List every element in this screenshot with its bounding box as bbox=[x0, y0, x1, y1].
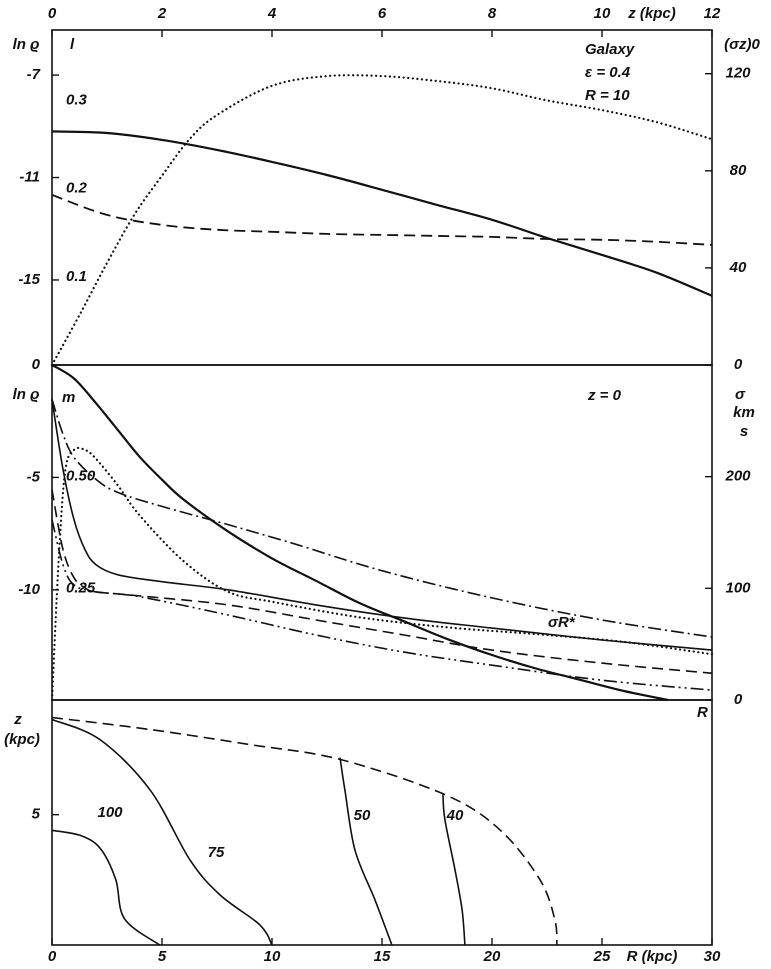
data-line bbox=[51, 398, 713, 638]
x-tick-label: 4 bbox=[267, 5, 277, 22]
line-label: 50 bbox=[354, 807, 371, 824]
data-line bbox=[51, 829, 161, 946]
data-line bbox=[50, 74, 714, 367]
y-axis-title: z bbox=[13, 711, 22, 728]
x-tick-label: 10 bbox=[264, 948, 281, 964]
line-label: 40 bbox=[446, 807, 464, 824]
annotation: Galaxy bbox=[585, 41, 635, 58]
x-tick-label: 25 bbox=[593, 948, 611, 964]
annotation: σR* bbox=[548, 614, 576, 631]
x-tick-label: 8 bbox=[488, 5, 497, 22]
data-line bbox=[51, 489, 713, 674]
y2-axis-title: (σz)0 bbox=[724, 36, 760, 53]
y-axis-unit: (kpc) bbox=[4, 731, 40, 748]
y2-tick-label: 0 bbox=[734, 356, 743, 373]
data-line bbox=[442, 794, 466, 946]
y2-tick-label: 120 bbox=[725, 65, 751, 82]
y2-tick-label: 100 bbox=[725, 579, 751, 596]
y-tick-label: 0 bbox=[32, 356, 41, 373]
data-line bbox=[51, 718, 273, 946]
inner-axis-title: l bbox=[70, 36, 75, 53]
data-line bbox=[51, 519, 713, 691]
inner-axis-title: m bbox=[62, 389, 75, 406]
annotation: ε = 0.4 bbox=[585, 64, 631, 81]
x-tick-label: 30 bbox=[704, 948, 721, 964]
inner-tick-label: 0.3 bbox=[66, 91, 88, 108]
data-line bbox=[51, 716, 558, 946]
inner-tick-label: 0.2 bbox=[66, 180, 88, 197]
x-tick-label: 6 bbox=[378, 5, 387, 22]
x-axis-title: z (kpc) bbox=[627, 5, 676, 22]
y-axis-title: ln ϱ bbox=[13, 36, 40, 53]
y-tick-label: -15 bbox=[18, 271, 40, 288]
data-line bbox=[339, 757, 393, 946]
panel-frame bbox=[51, 699, 713, 946]
y-tick-label: -10 bbox=[18, 581, 40, 598]
x-tick-label: 0 bbox=[48, 5, 57, 22]
x-tick-label: 5 bbox=[158, 948, 167, 964]
y2-axis-title: σ bbox=[735, 386, 746, 403]
line-label: 75 bbox=[208, 844, 225, 861]
y-axis-title: ln ϱ bbox=[13, 386, 40, 403]
y2-axis-unit: s bbox=[740, 423, 748, 440]
x-tick-label: 12 bbox=[704, 5, 721, 22]
x-tick-label: 10 bbox=[594, 5, 611, 22]
y2-tick-label: 40 bbox=[729, 259, 747, 276]
x-tick-label: 15 bbox=[374, 948, 391, 964]
annotation: R bbox=[697, 704, 708, 721]
inner-tick-label: 0.1 bbox=[66, 268, 87, 285]
y2-tick-label: 80 bbox=[730, 162, 747, 179]
y-tick-label: -11 bbox=[19, 168, 40, 185]
annotation: z = 0 bbox=[587, 387, 622, 404]
annotation: R = 10 bbox=[585, 87, 630, 104]
inner-tick-label: 0.50 bbox=[66, 468, 96, 485]
data-line bbox=[51, 130, 713, 297]
data-line bbox=[50, 446, 714, 702]
x-tick-label: 2 bbox=[157, 5, 167, 22]
x-tick-label: 0 bbox=[48, 948, 57, 964]
data-line bbox=[51, 194, 713, 246]
y2-tick-label: 200 bbox=[724, 468, 751, 485]
x-tick-label: 20 bbox=[483, 948, 501, 964]
x-axis-title: R (kpc) bbox=[627, 948, 678, 964]
panel-frame bbox=[51, 364, 713, 701]
data-line bbox=[51, 399, 713, 651]
y2-tick-label: 0 bbox=[734, 691, 743, 708]
y-tick-label: -7 bbox=[27, 66, 41, 83]
line-label: 100 bbox=[97, 804, 123, 821]
y-tick-label: 5 bbox=[32, 806, 41, 823]
y-tick-label: -5 bbox=[27, 468, 41, 485]
y2-axis-unit: km bbox=[733, 404, 755, 421]
data-line bbox=[51, 364, 669, 702]
